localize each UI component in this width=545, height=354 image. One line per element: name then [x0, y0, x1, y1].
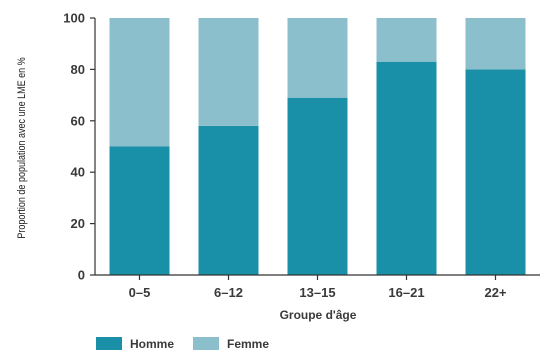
- x-tick-label: 16–21: [388, 285, 424, 300]
- bar-homme-1: [198, 125, 259, 276]
- plot-area: [94, 18, 540, 276]
- x-tick-label: 13–15: [299, 285, 335, 300]
- y-tick-label: 80: [71, 62, 85, 77]
- bar-homme-0: [109, 146, 170, 275]
- x-tick-label: 6–12: [214, 285, 243, 300]
- bar-femme-0: [109, 18, 170, 147]
- y-tick-label: 40: [71, 165, 85, 180]
- bar-femme-4: [465, 18, 526, 70]
- y-tick-label: 100: [63, 11, 85, 26]
- legend-swatch-homme: [96, 337, 122, 350]
- bar-femme-3: [376, 18, 437, 62]
- legend-label-femme: Femme: [227, 337, 269, 351]
- bar-homme-3: [376, 61, 437, 276]
- bar-homme-2: [287, 97, 348, 275]
- y-tick-label: 20: [71, 216, 85, 231]
- x-axis: 0–5 6–12 13–15 16–21 22+: [129, 275, 507, 300]
- y-axis-title: Proportion de population avec une LME en…: [16, 57, 28, 238]
- y-tick-label: 60: [71, 113, 85, 128]
- x-tick-label: 0–5: [129, 285, 151, 300]
- x-tick-label: 22+: [484, 285, 506, 300]
- bar-femme-2: [287, 18, 348, 98]
- legend: Homme Femme: [96, 337, 269, 351]
- x-axis-title: Groupe d'âge: [280, 308, 357, 322]
- y-axis: 0 20 40 60 80 100: [63, 11, 95, 283]
- legend-label-homme: Homme: [130, 337, 174, 351]
- bar-femme-1: [198, 18, 259, 126]
- bar-homme-4: [465, 69, 526, 276]
- y-tick-label: 0: [78, 268, 85, 283]
- legend-swatch-femme: [193, 337, 219, 350]
